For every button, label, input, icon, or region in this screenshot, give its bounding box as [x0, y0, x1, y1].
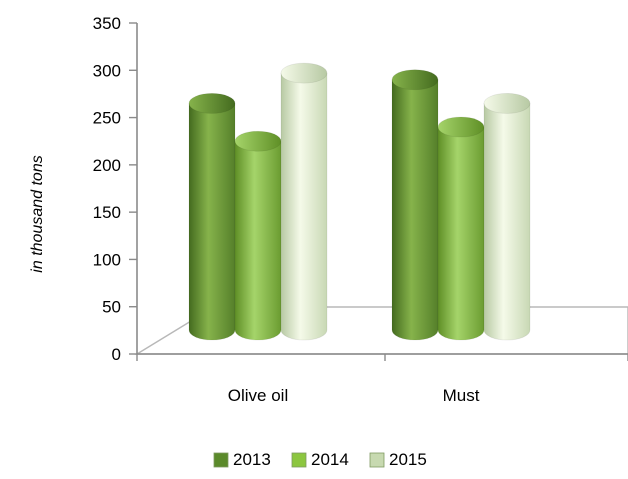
- bar-olive-oil-2014: [234, 130, 282, 341]
- bar-body: [280, 72, 328, 341]
- x-category-label: Olive oil: [228, 386, 288, 405]
- bar-body: [483, 102, 531, 341]
- legend-item-2015: 2015: [369, 450, 427, 469]
- bar-top: [483, 92, 531, 114]
- bar-olive-oil-2013: [188, 92, 236, 341]
- bar-must-2014: [437, 116, 485, 341]
- x-category-label: Must: [443, 386, 480, 405]
- y-tick-label: 350: [93, 14, 121, 33]
- axis-layer: [129, 22, 628, 361]
- y-tick-label: 100: [93, 250, 121, 269]
- legend-swatch: [213, 452, 229, 468]
- y-tick-label: 50: [102, 298, 121, 317]
- bar-top: [280, 62, 328, 84]
- y-tick-label: 200: [93, 156, 121, 175]
- label-layer: 0 50 100 150 200 250 300 350 Olive oil Must: [93, 14, 480, 405]
- y-tick-label: 300: [93, 61, 121, 80]
- bar-olive-oil-2015: [280, 62, 328, 341]
- bars-layer: [188, 62, 531, 341]
- y-tick-label: 250: [93, 109, 121, 128]
- bar-must-2013: [391, 69, 439, 341]
- legend-item-2013: 2013: [213, 450, 271, 469]
- bar-top: [188, 92, 236, 114]
- y-tick-label: 0: [112, 345, 121, 364]
- legend-swatch: [369, 452, 385, 468]
- bar-top: [391, 69, 439, 91]
- bar-top: [234, 130, 282, 152]
- bar-top: [437, 116, 485, 138]
- legend: 2013 2014 2015: [213, 450, 427, 469]
- bar-body: [437, 126, 485, 341]
- legend-label: 2015: [389, 450, 427, 469]
- legend-item-2014: 2014: [291, 450, 349, 469]
- bar-must-2015: [483, 92, 531, 341]
- bar-body: [188, 102, 236, 341]
- legend-label: 2013: [233, 450, 271, 469]
- y-tick-label: 150: [93, 203, 121, 222]
- y-axis-title: in thousand tons: [29, 155, 46, 272]
- bar-body: [234, 140, 282, 341]
- legend-swatch: [291, 452, 307, 468]
- bar-body: [391, 79, 439, 341]
- legend-label: 2014: [311, 450, 349, 469]
